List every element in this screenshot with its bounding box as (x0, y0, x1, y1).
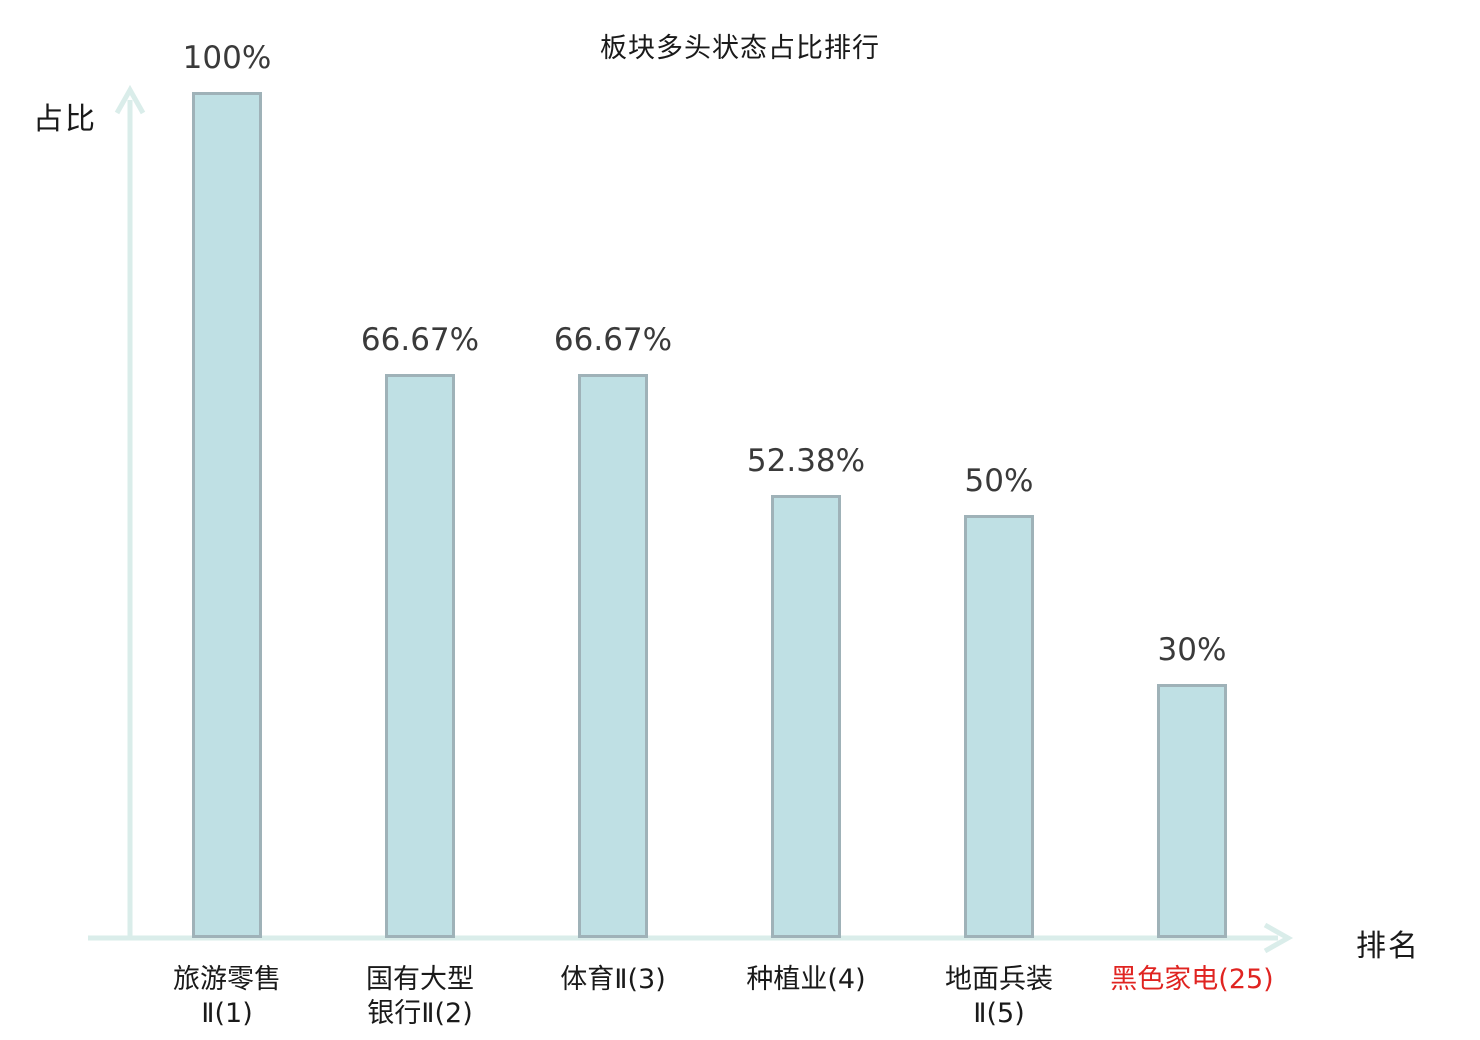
bar (964, 515, 1034, 938)
bar-category-label-line: 旅游零售 (173, 964, 281, 995)
bar-category-label-line: 国有大型 (366, 964, 474, 995)
bar-value-label: 30% (1157, 632, 1227, 668)
bar (771, 495, 841, 938)
bar-value-label: 52.38% (746, 443, 866, 479)
y-axis-arrow-icon (114, 84, 146, 115)
bar-category-label: 国有大型 银行Ⅱ(2) (295, 963, 545, 1031)
bar-value-label: 100% (182, 40, 272, 76)
bar-category-label-line: 地面兵装 (945, 964, 1053, 995)
bar-category-label: 旅游零售 Ⅱ(1) (102, 963, 352, 1031)
bar (192, 92, 262, 938)
bar (1157, 684, 1227, 938)
bar-value-label: 50% (964, 463, 1034, 499)
bar (578, 374, 648, 938)
bar-category-label-line: Ⅱ(5) (973, 998, 1025, 1029)
bar-category-label: 黑色家电(25) (1067, 963, 1317, 997)
bar-category-label: 体育Ⅱ(3) (488, 963, 738, 997)
bar-category-label-line: 银行Ⅱ(2) (367, 998, 473, 1029)
bar (385, 374, 455, 938)
bar-category-label-line: 体育Ⅱ(3) (560, 964, 666, 995)
bar-category-label: 种植业(4) (681, 963, 931, 997)
y-axis-title: 占比 (33, 102, 97, 137)
chart-title: 板块多头状态占比排行 (600, 33, 880, 64)
x-axis-arrow-icon (1263, 922, 1294, 954)
bar-category-label-line: 种植业(4) (746, 964, 866, 995)
bar-category-label-line: Ⅱ(1) (201, 998, 253, 1029)
bar-category-label: 地面兵装 Ⅱ(5) (874, 963, 1124, 1031)
bar-value-label: 66.67% (360, 322, 480, 358)
bar-value-label: 66.67% (553, 322, 673, 358)
bar-category-label-line: 黑色家电(25) (1110, 964, 1274, 995)
x-axis-title: 排名 (1356, 929, 1420, 964)
